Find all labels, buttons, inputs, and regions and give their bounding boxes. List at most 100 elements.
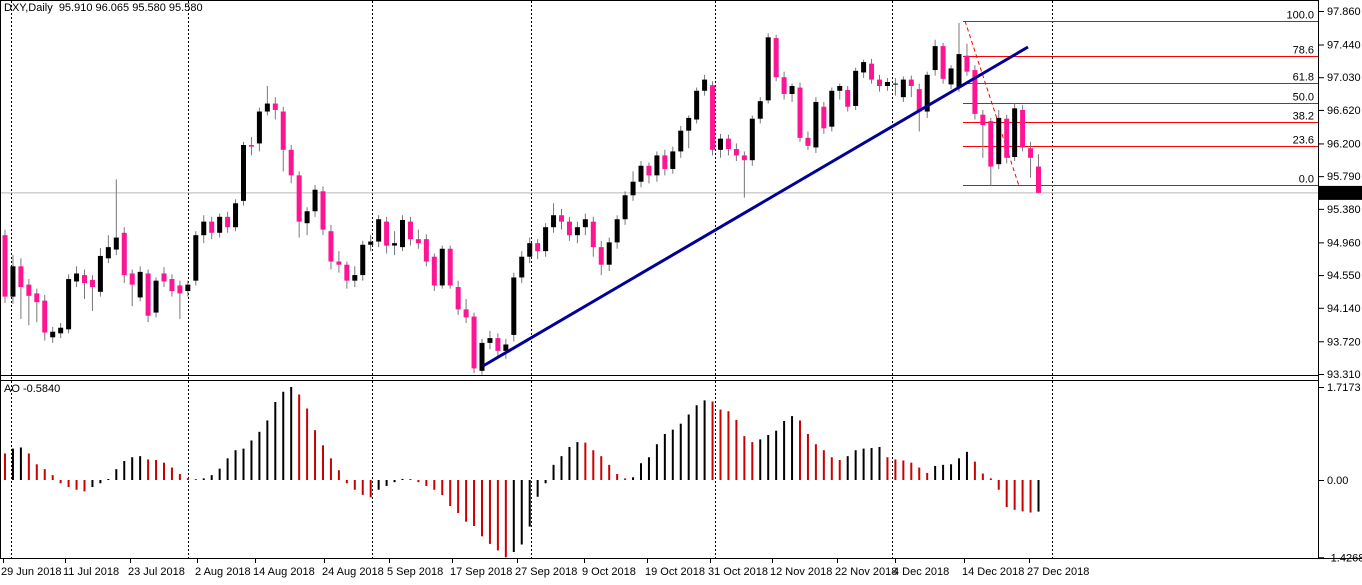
- candle-body: [18, 266, 24, 288]
- candle-body: [1036, 166, 1041, 193]
- candle-body: [606, 242, 612, 265]
- trendline: [482, 45, 1029, 368]
- candle-body: [169, 279, 175, 292]
- date-label: 9 Oct 2018: [582, 566, 636, 578]
- candle-body: [368, 241, 374, 245]
- ao-tick-label: 1.7173: [1327, 382, 1361, 394]
- fib-level-label: 23.6: [1293, 135, 1314, 147]
- candle-body: [908, 79, 914, 86]
- candle-body: [519, 256, 525, 278]
- candle-body: [988, 121, 994, 167]
- price-axis: 97.860 97.440 97.030 96.620 96.200 95.790 95.3…: [1318, 6, 1362, 564]
- candle-body: [710, 85, 716, 150]
- candle-body: [948, 68, 954, 85]
- price-tick-label: 97.440: [1327, 40, 1361, 52]
- price-tick-label: 93.720: [1327, 336, 1361, 348]
- candle-body: [829, 90, 835, 127]
- candle-body: [487, 338, 493, 343]
- date-label: 14 Dec 2018: [962, 566, 1024, 578]
- ao-histogram: [4, 387, 1040, 558]
- candle-body: [511, 277, 517, 335]
- candle-body: [50, 331, 56, 338]
- candle-body: [256, 111, 262, 144]
- candle-body: [1020, 109, 1026, 148]
- chart-title: DXY,Daily 95.910 96.065 95.580 95.580: [4, 2, 203, 14]
- candle-body: [304, 211, 310, 224]
- candle-body: [233, 203, 239, 228]
- candle-body: [805, 137, 811, 146]
- candle-body: [749, 118, 755, 161]
- date-label: 31 Oct 2018: [708, 566, 768, 578]
- candle-body: [956, 54, 962, 88]
- candle-body: [415, 239, 421, 244]
- candle-body: [431, 256, 437, 286]
- candle-body: [733, 149, 739, 156]
- candle-body: [678, 130, 684, 152]
- candle-body: [312, 189, 318, 212]
- fib-level-label: 78.6: [1293, 45, 1314, 57]
- candle-body: [845, 89, 851, 107]
- candle-body: [964, 55, 970, 72]
- candle-body: [121, 232, 127, 276]
- date-label: 22 Nov 2018: [835, 566, 897, 578]
- candle-body: [225, 216, 231, 228]
- candle-body: [26, 284, 32, 296]
- price-tick-label: 95.790: [1327, 171, 1361, 183]
- candle-body: [837, 85, 843, 91]
- candle-body: [638, 165, 644, 182]
- candle-body: [407, 221, 413, 240]
- candle-body: [1028, 148, 1034, 158]
- candle-body: [1004, 118, 1010, 158]
- candle-body: [869, 63, 875, 80]
- candle-body: [153, 280, 159, 313]
- candle-body: [336, 261, 342, 265]
- candle-body: [479, 342, 485, 371]
- candle-body: [566, 221, 572, 236]
- candle-body: [765, 37, 771, 101]
- candle-body: [725, 138, 731, 150]
- candle-body: [185, 284, 191, 292]
- candle-body: [264, 103, 270, 112]
- candle-body: [797, 87, 803, 138]
- candle-body: [34, 293, 40, 303]
- candle-body: [42, 300, 48, 333]
- candle-body: [328, 231, 334, 262]
- candle-body: [646, 165, 652, 176]
- candle-body: [574, 227, 580, 236]
- candle-body: [694, 90, 700, 120]
- candle-body: [551, 215, 557, 228]
- date-label: 29 Jun 2018: [1, 566, 62, 578]
- candle-body: [209, 221, 215, 233]
- fib-level-label: 61.8: [1293, 72, 1314, 84]
- candle-body: [559, 215, 564, 222]
- candle-body: [89, 279, 95, 288]
- candle-body: [686, 117, 692, 131]
- candle-body: [877, 79, 882, 86]
- candle-body: [924, 74, 930, 112]
- price-tick-label: 96.200: [1327, 138, 1361, 150]
- price-tick-label: 94.550: [1327, 270, 1361, 282]
- candle-body: [622, 195, 628, 220]
- candle-body: [996, 117, 1002, 165]
- candle-body: [360, 244, 366, 276]
- date-label: 24 Aug 2018: [322, 566, 384, 578]
- candle-body: [241, 145, 246, 201]
- price-tick-label: 94.960: [1327, 237, 1361, 249]
- candle-body: [590, 221, 596, 248]
- date-label: 17 Sep 2018: [450, 566, 512, 578]
- fibonacci-retracement: 100.0 78.6 61.8 50.0 38.2 23.6 0.0: [963, 10, 1318, 187]
- candle-body: [272, 103, 278, 110]
- candle-body: [400, 220, 405, 248]
- time-axis: 29 Jun 2018 11 Jul 2018 23 Jul 2018 2 Aug 2…: [1, 559, 1089, 578]
- date-label: 5 Sep 2018: [387, 566, 443, 578]
- date-label: 27 Dec 2018: [1027, 566, 1089, 578]
- candle-body: [296, 175, 302, 222]
- candle-body: [161, 273, 167, 282]
- candle-body: [884, 82, 890, 86]
- candle-body: [320, 191, 326, 230]
- price-tick-label: 93.310: [1327, 369, 1361, 381]
- candle-body: [217, 216, 223, 233]
- date-label: 4 Dec 2018: [893, 566, 949, 578]
